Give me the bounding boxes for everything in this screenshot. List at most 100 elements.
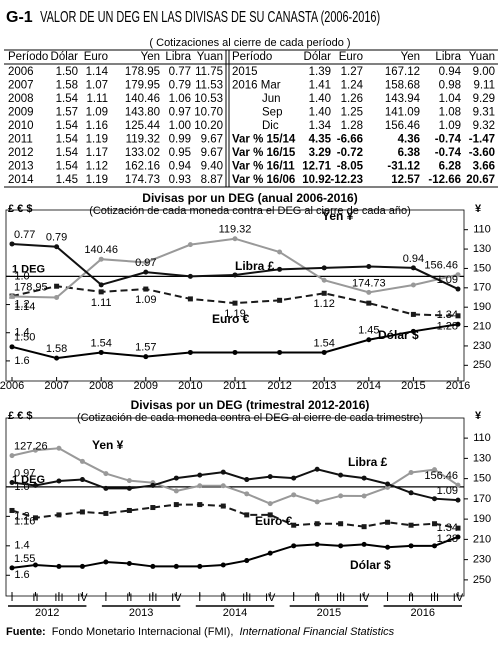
table-cell: 1.41 [309, 80, 331, 92]
marker [244, 491, 250, 497]
source-text: Fondo Monetario Internacional (FMI), [52, 626, 234, 638]
data-label: 1.09 [135, 294, 156, 306]
group-label: 2014 [223, 607, 247, 619]
data-label: 1.57 [135, 342, 156, 354]
y2-axis-label: ¥ [475, 203, 482, 215]
table-cell: 1.45 [56, 174, 78, 186]
marker [126, 478, 132, 484]
marker [385, 484, 391, 490]
marker [187, 273, 193, 279]
y2-tick-label: 150 [473, 262, 491, 274]
series-line [11, 468, 459, 502]
table-cell: 9.11 [473, 80, 495, 92]
marker [277, 349, 283, 355]
x-tick-label: 2014 [357, 380, 381, 392]
column-header: Período [8, 51, 48, 63]
y2-tick-label: 190 [473, 301, 491, 313]
table-cell: 2010 [8, 120, 34, 132]
marker [455, 525, 461, 531]
x-tick-label: II [408, 592, 414, 604]
marker [32, 447, 38, 453]
marker [410, 265, 416, 271]
marker [385, 544, 391, 550]
y2-tick-label: 150 [473, 473, 491, 485]
x-tick-label: 2009 [134, 380, 158, 392]
table-cell: 1.04 [439, 93, 462, 105]
x-tick-label: II [220, 592, 226, 604]
data-label: 1.12 [313, 298, 334, 310]
table-cell: 1.12 [86, 161, 108, 173]
marker [366, 264, 372, 269]
title-text: VALOR DE UN DEG EN LAS DIVISAS DE SU CAN… [40, 9, 380, 26]
data-label: 1.14 [14, 301, 35, 313]
chart-subtitle: (Cotización de cada moneda contra el DEG… [77, 412, 423, 424]
table-cell: 162.16 [125, 161, 160, 173]
marker [56, 563, 62, 569]
table-cell: 4.36 [398, 134, 420, 146]
marker [173, 475, 179, 481]
group-label: 2012 [35, 607, 59, 619]
table-cell: 2011 [8, 134, 33, 146]
y2-axis-label: ¥ [475, 410, 482, 422]
marker [232, 349, 238, 355]
marker [455, 272, 461, 278]
marker [54, 283, 60, 289]
marker [408, 522, 414, 528]
marker [291, 492, 297, 498]
x-tick-label: IV [359, 592, 370, 604]
marker [455, 482, 461, 488]
marker [79, 477, 85, 483]
marker [361, 524, 367, 530]
marker [408, 469, 414, 475]
x-tick-label: 2007 [44, 380, 68, 392]
marker [366, 337, 372, 343]
table-cell: 2014 [8, 174, 34, 186]
x-tick-label: 2008 [89, 380, 113, 392]
marker [455, 497, 461, 503]
y2-tick-label: 130 [473, 452, 491, 464]
marker [432, 467, 438, 473]
marker [220, 562, 226, 568]
table-cell: 1.58 [56, 80, 78, 92]
marker [408, 543, 414, 549]
x-tick-label: I [10, 592, 13, 604]
table-cell: 2007 [8, 80, 34, 92]
marker [126, 560, 132, 566]
marker [98, 289, 104, 295]
marker [9, 344, 15, 350]
data-label: 1.58 [46, 343, 67, 355]
marker [143, 286, 149, 292]
data-label: 1.28 [437, 321, 458, 333]
table-cell: 1.54 [56, 120, 79, 132]
marker [143, 269, 149, 275]
y2-tick-label: 170 [473, 493, 491, 505]
marker [338, 543, 344, 549]
marker [143, 354, 149, 360]
table-cell: -1.47 [469, 134, 495, 146]
table-cell: 1.26 [341, 93, 363, 105]
page-title: G-1 VALOR DE UN DEG EN LAS DIVISAS DE SU… [6, 9, 380, 26]
table-cell: 143.80 [125, 107, 160, 119]
marker [291, 475, 297, 481]
table-cell: 3.29 [309, 147, 331, 159]
marker [173, 563, 179, 569]
marker [56, 445, 62, 451]
y2-tick-label: 210 [473, 533, 491, 545]
marker [338, 472, 344, 478]
y-tick-label: 1.6 [14, 569, 29, 581]
table-cell: 143.94 [385, 93, 421, 105]
marker [410, 311, 416, 317]
x-tick-label: II [32, 592, 38, 604]
y2-tick-label: 250 [473, 574, 491, 586]
table-cell: 0.99 [169, 134, 191, 146]
table-cell: 1.39 [309, 66, 331, 78]
marker [9, 479, 15, 485]
x-tick-label: 2013 [312, 380, 336, 392]
y2-tick-label: 110 [473, 432, 491, 444]
marker [32, 515, 38, 521]
table-cell: 9.67 [201, 147, 223, 159]
data-label: 178.95 [14, 281, 48, 293]
table-cell: Dic [262, 120, 279, 132]
column-header: Dólar [304, 51, 332, 63]
y-tick-label: 1.2 [14, 298, 29, 310]
